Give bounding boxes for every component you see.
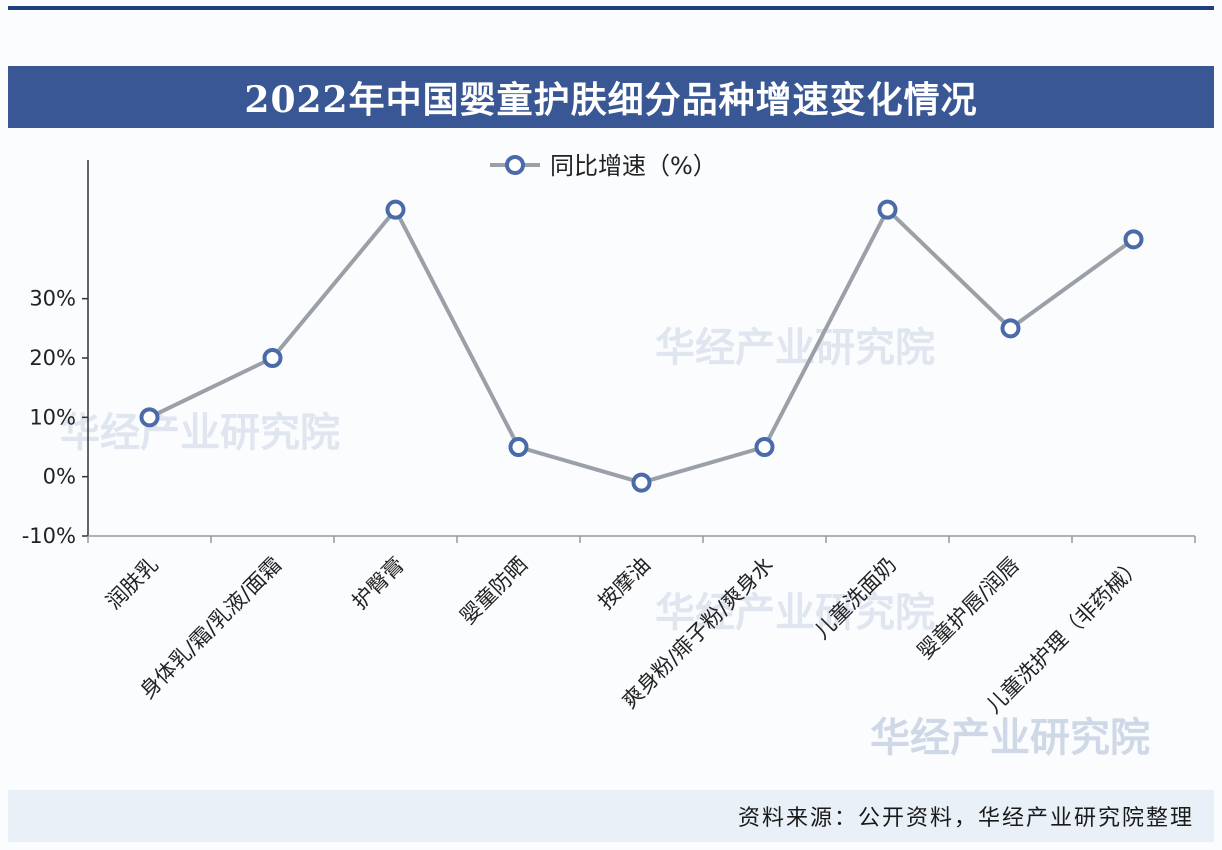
watermark: 华经产业研究院 <box>655 590 935 636</box>
y-tick-label: -10% <box>22 524 76 548</box>
legend-label: 同比增速（%） <box>550 152 717 180</box>
x-category-label: 润肤乳 <box>102 553 164 615</box>
chart-title: 2022年中国婴童护肤细分品种增速变化情况 <box>244 79 978 121</box>
watermark: 华经产业研究院 <box>870 715 1150 761</box>
top-accent-bar <box>8 6 1214 10</box>
source-note: 资料来源：公开资料，华经产业研究院整理 <box>737 806 1194 831</box>
data-point <box>508 437 529 457</box>
data-point <box>262 348 283 368</box>
watermark: 华经产业研究院 <box>60 410 340 456</box>
x-category-label: 儿童洗面奶 <box>810 553 901 644</box>
y-tick-label: 0% <box>43 465 76 489</box>
watermark: 华经产业研究院 <box>655 325 935 371</box>
data-point <box>877 199 898 220</box>
data-point <box>754 437 775 457</box>
footer-band <box>8 790 1214 842</box>
title-band: 2022年中国婴童护肤细分品种增速变化情况 <box>8 66 1214 128</box>
data-point <box>631 472 652 493</box>
data-point <box>1000 318 1021 339</box>
y-tick-label: 20% <box>29 346 76 370</box>
data-point <box>139 407 160 428</box>
x-category-label: 护臀膏 <box>348 553 410 615</box>
legend-marker <box>505 155 525 175</box>
x-category-label: 身体乳/霜/乳液/面霜 <box>135 553 286 704</box>
x-category-label: 按摩油 <box>594 553 656 615</box>
data-point <box>1123 229 1144 250</box>
data-point <box>385 199 406 220</box>
y-tick-label: 10% <box>29 405 76 429</box>
x-category-label: 婴童护唇/润唇 <box>913 553 1024 664</box>
y-tick-label: 30% <box>29 287 76 311</box>
x-category-label: 婴童防晒 <box>456 553 532 629</box>
series-line <box>148 207 1135 485</box>
